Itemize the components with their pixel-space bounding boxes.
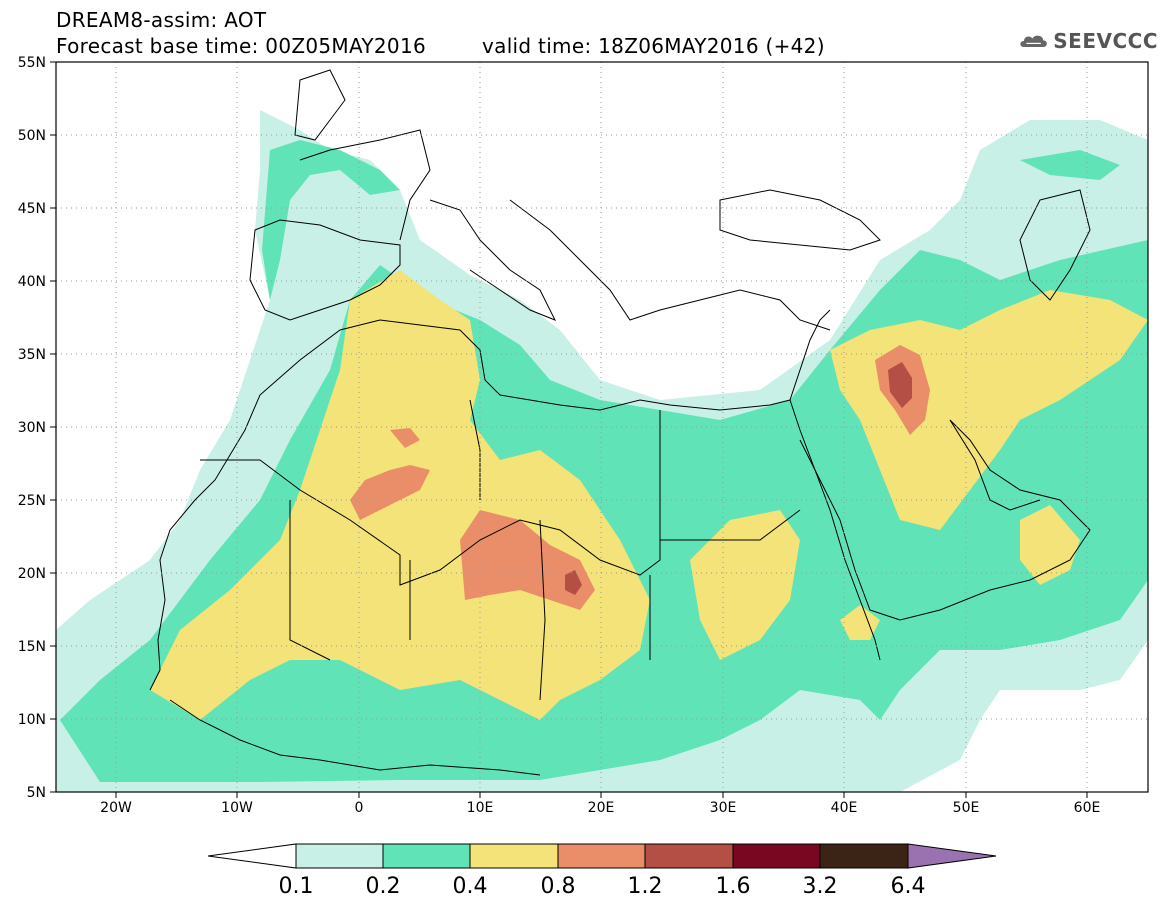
lat-label: 10N (18, 712, 46, 728)
aot-contour-0.4-sudan (690, 510, 800, 660)
colorbar-tick-label: 0.8 (541, 874, 576, 899)
lon-label: 40E (831, 800, 858, 816)
coastline-gulf (949, 419, 1041, 511)
coastline-redsea (789, 399, 881, 661)
colorbar-segment (819, 843, 909, 869)
lat-label: 20N (18, 566, 46, 582)
gridlines (56, 62, 1148, 792)
lon-label: 50E (953, 800, 980, 816)
lon-label: 10E (467, 800, 494, 816)
colorbar-tick-label: 0.2 (366, 874, 401, 899)
aot-contour-0.8-algeria (350, 465, 430, 520)
lat-label: 35N (18, 347, 46, 363)
colorbar-over-arrow (907, 843, 997, 869)
forecast-base-time: Forecast base time: 00Z05MAY2016 (56, 34, 426, 58)
colorbar (207, 843, 997, 869)
coastline-italy (429, 199, 557, 321)
lat-label: 25N (18, 493, 46, 509)
aot-contour-0.8-algeria-n (390, 428, 420, 448)
coastline-blacksea (719, 189, 881, 251)
border-sahel (289, 500, 651, 701)
lat-label: 5N (27, 785, 46, 801)
lat-label: 55N (18, 55, 46, 71)
colorbar-segment (469, 843, 559, 869)
lon-label: 20E (588, 800, 615, 816)
aot-contour-0.4-yemen (840, 605, 880, 640)
colorbar-segment (644, 843, 734, 869)
aot-contour-0.2-north (262, 140, 400, 300)
lon-labels: 20W 10W 0 10E 20E 30E 40E 50E 60E (100, 800, 1100, 816)
aot-contour-0.4-oman (1020, 505, 1080, 585)
colorbar-tick-label: 6.4 (891, 874, 926, 899)
coastline-caspian (1019, 189, 1091, 301)
aot-contour-1.2-iraq (888, 362, 912, 408)
aot-contour-1.2-chad (565, 570, 582, 595)
border-libya (469, 399, 661, 540)
colorbar-labels: 0.1 0.2 0.4 0.8 1.2 1.6 3.2 6.4 (279, 874, 926, 899)
coastline-levant (789, 309, 831, 401)
lat-label: 45N (18, 201, 46, 217)
axis-ticks (50, 61, 1088, 798)
valid-time: valid time: 18Z06MAY2016 (+42) (482, 34, 825, 58)
lat-label: 30N (18, 420, 46, 436)
logo-text: SEEVCCC (1053, 29, 1158, 53)
coastlines (149, 69, 1091, 776)
colorbar-segment (295, 843, 384, 869)
seevccc-logo: SEEVCCC (1018, 26, 1158, 56)
lat-label: 40N (18, 274, 46, 290)
lat-label: 50N (18, 128, 46, 144)
lon-label: 0 (355, 800, 364, 816)
lon-label: 10W (221, 800, 253, 816)
lat-labels: 55N 50N 45N 40N 35N 30N 25N 20N 15N 10N … (18, 55, 46, 801)
cloud-icon (1020, 35, 1047, 48)
aot-contour-0.8-chad (460, 510, 595, 610)
colorbar-segment (382, 843, 471, 869)
border-sahara (200, 459, 801, 586)
coastline-africa-west (149, 319, 791, 691)
lon-label: 20W (100, 800, 132, 816)
lat-label: 15N (18, 639, 46, 655)
coastline-africa-south (169, 699, 541, 776)
colorbar-segment (557, 843, 646, 869)
colorbar-segment (732, 843, 821, 869)
colorbar-tick-label: 0.4 (453, 874, 488, 899)
aot-field (56, 110, 1148, 792)
colorbar-tick-label: 0.1 (279, 874, 314, 899)
coastline-iberia (249, 219, 401, 321)
map-title: DREAM8-assim: AOT (56, 8, 267, 32)
colorbar-under-arrow (207, 843, 297, 869)
colorbar-tick-label: 3.2 (803, 874, 838, 899)
coastline-uk (294, 69, 346, 141)
colorbar-tick-label: 1.2 (628, 874, 663, 899)
coastline-balkans (509, 199, 831, 331)
lon-label: 60E (1074, 800, 1101, 816)
aot-contour-0.2-caspian (1020, 150, 1120, 180)
coastline-arabia (799, 419, 1091, 621)
lon-label: 30E (710, 800, 737, 816)
coastline-france (299, 129, 431, 241)
colorbar-tick-label: 1.6 (716, 874, 751, 899)
